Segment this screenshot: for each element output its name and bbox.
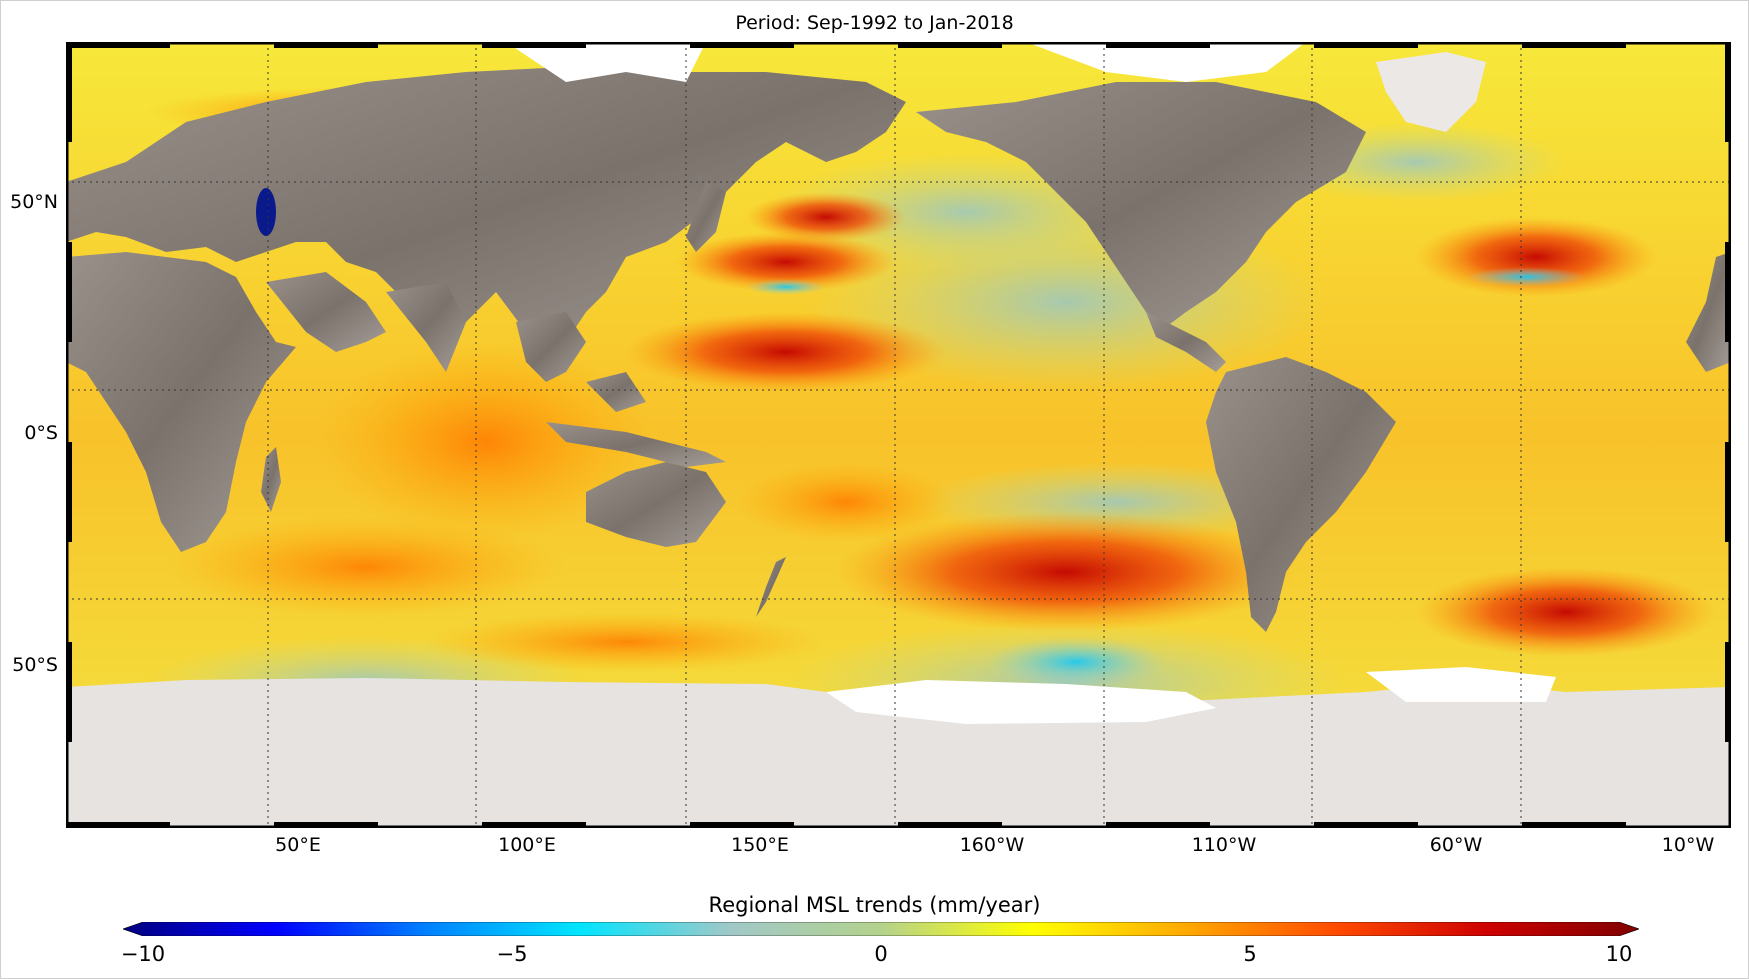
lat-label-50n: 50°N — [10, 191, 58, 213]
no-data-arctic-2 — [1026, 42, 1306, 82]
borneo — [586, 372, 646, 412]
india — [386, 282, 466, 372]
lat-label-50s: 50°S — [12, 654, 58, 676]
no-data-arctic-1 — [506, 42, 706, 82]
colorbar-bar — [122, 921, 1640, 937]
lon-label-160w: 160°W — [959, 834, 1025, 856]
south-america — [1206, 357, 1396, 632]
map-area — [66, 42, 1731, 828]
colorbar-tick-label: −10 — [120, 942, 166, 966]
indonesia — [546, 422, 726, 467]
lon-label-50e: 50°E — [275, 834, 321, 856]
colorbar-tick-label: −5 — [496, 942, 528, 966]
graticule — [66, 42, 1731, 828]
indochina — [516, 312, 586, 382]
lon-label-150e: 150°E — [731, 834, 789, 856]
australia — [586, 462, 726, 547]
colorbar-title: Regional MSL trends (mm/year) — [708, 893, 1041, 917]
lon-label-60w: 60°W — [1429, 834, 1483, 856]
greenland — [1376, 52, 1486, 132]
colorbar-tick-label: 10 — [1605, 942, 1633, 966]
colorbar-tick-label: 5 — [1243, 942, 1257, 966]
colorbar-gradient — [122, 921, 1640, 937]
border-ticks — [66, 42, 1731, 828]
africa — [66, 252, 296, 552]
lon-label-100e: 100°E — [498, 834, 556, 856]
ross-ice-shelf — [826, 680, 1216, 724]
japan — [686, 182, 726, 252]
central-america — [1146, 312, 1226, 372]
madagascar — [261, 447, 281, 512]
map-title: Period: Sep-1992 to Jan-2018 — [735, 12, 1014, 34]
colorbar-tick-label: 0 — [874, 942, 888, 966]
new-zealand — [756, 557, 786, 617]
antarctica — [66, 678, 1731, 828]
africa-west — [1686, 252, 1731, 372]
lon-label-10w: 10°W — [1661, 834, 1715, 856]
eurasia — [66, 67, 906, 362]
caspian-sea — [256, 188, 276, 236]
lon-label-110w: 110°W — [1191, 834, 1257, 856]
lat-label-0: 0°S — [24, 422, 58, 444]
weddell-ice-shelf — [1366, 667, 1556, 702]
world-map — [66, 42, 1731, 828]
north-america — [916, 82, 1366, 327]
colorbar — [122, 921, 1640, 937]
arabia — [266, 272, 386, 352]
